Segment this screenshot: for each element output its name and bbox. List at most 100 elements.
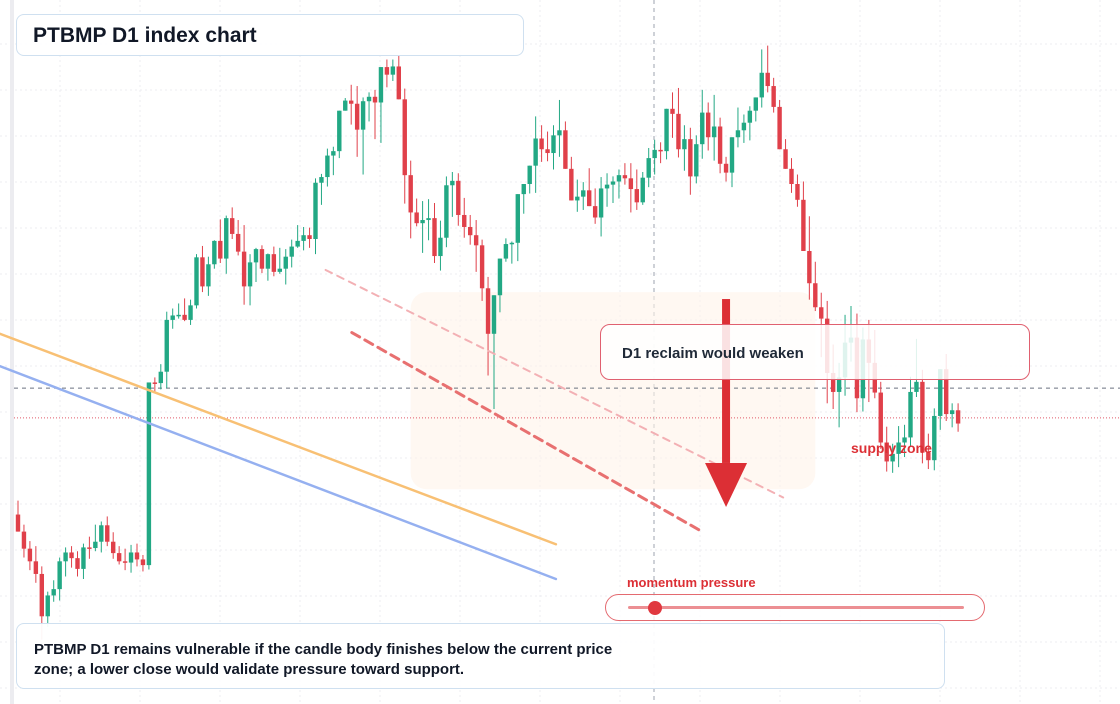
candle-body [706, 112, 711, 138]
candle-body [354, 103, 360, 130]
trendlines [0, 268, 785, 581]
candle-body [628, 178, 634, 190]
candle-body [795, 184, 800, 200]
candle-body [69, 552, 74, 559]
support-trendline [0, 364, 558, 581]
candle-body [938, 369, 943, 416]
candle-body [230, 218, 235, 234]
candle-body [247, 262, 253, 287]
candle-body [836, 377, 842, 392]
candle-body [51, 589, 56, 596]
candle-body [295, 240, 300, 247]
arrow-shaft [722, 299, 731, 463]
resistance-trendline [0, 332, 558, 546]
candle-body [432, 218, 437, 257]
candle-body [176, 314, 181, 317]
candle-body [265, 254, 271, 269]
momentum-slider[interactable] [605, 594, 985, 621]
candle-body [527, 165, 532, 185]
candle-body [99, 525, 104, 542]
candle-body [57, 561, 62, 590]
candle-body [783, 149, 788, 169]
candle-body [235, 233, 241, 252]
candle-body [759, 72, 764, 98]
candle-body [908, 391, 913, 438]
candle-body [610, 181, 616, 185]
analysis-note: PTBMP D1 remains vulnerable if the candl… [16, 623, 945, 689]
candle-body [473, 235, 479, 246]
candle-body [563, 130, 568, 169]
candle-body [700, 112, 705, 145]
candle-body [105, 525, 110, 542]
candle-body [378, 67, 384, 103]
candle-body [450, 180, 455, 186]
projection-faint-trendline [324, 268, 785, 499]
candle-body [206, 264, 211, 287]
candle-body [468, 226, 473, 236]
candle-body [200, 257, 205, 287]
candle-body [479, 245, 485, 289]
candle-body [944, 369, 949, 415]
candle-body [557, 130, 562, 136]
candle-body [349, 100, 354, 104]
chart-title: PTBMP D1 index chart [16, 14, 524, 56]
candle-body [902, 437, 907, 443]
candle-body [27, 548, 33, 562]
candle-body [955, 410, 961, 424]
momentum-knob[interactable] [647, 601, 662, 615]
candle-body [122, 561, 128, 563]
candle-body [414, 212, 419, 224]
candle-body [158, 371, 163, 384]
candle-body [390, 66, 396, 75]
candle-body [194, 257, 199, 306]
candle-body [188, 305, 193, 320]
candle-body [694, 144, 699, 177]
candle-body [765, 72, 770, 87]
candle-body [140, 559, 146, 566]
candle-body [587, 190, 592, 207]
candle-body [640, 177, 645, 203]
candle-body [616, 175, 622, 182]
candle-body [164, 319, 169, 372]
candle-body [372, 96, 378, 103]
candle-body [283, 256, 288, 269]
candle-body [539, 138, 544, 150]
candle-body [670, 108, 675, 114]
candle-body [301, 235, 306, 241]
candle-body [813, 283, 818, 308]
candle-body [182, 314, 187, 320]
candle-body [134, 552, 140, 560]
momentum-label: momentum pressure [627, 575, 756, 590]
candle-body [360, 101, 366, 130]
candle-body [807, 251, 812, 284]
candle-body [497, 258, 503, 296]
candle-body [33, 561, 39, 574]
candle-body [777, 106, 782, 150]
candle-body [491, 295, 497, 334]
reclaim-callout: D1 reclaim would weaken [600, 324, 1030, 380]
candle-body [259, 249, 265, 269]
candle-body [545, 149, 550, 154]
candle-body [337, 110, 342, 152]
candle-body [366, 96, 372, 102]
candle-body [462, 214, 467, 227]
candle-body [438, 237, 443, 257]
candle-body [39, 573, 44, 617]
candle-body [604, 184, 610, 189]
candle-body [688, 139, 693, 177]
candle-body [75, 558, 80, 569]
candle-body [920, 381, 925, 453]
candle-body [15, 514, 21, 532]
candle-body [63, 552, 68, 562]
candle-body [521, 184, 526, 195]
candle-body [408, 175, 413, 213]
candle-body [890, 453, 895, 462]
candle-body [319, 177, 324, 183]
candle-body [128, 552, 134, 563]
candle-body [509, 242, 515, 245]
candlestick-series [15, 45, 961, 640]
candle-body [384, 67, 390, 75]
candle-body [676, 113, 681, 150]
candle-body [741, 122, 747, 131]
candle-body [253, 249, 259, 263]
